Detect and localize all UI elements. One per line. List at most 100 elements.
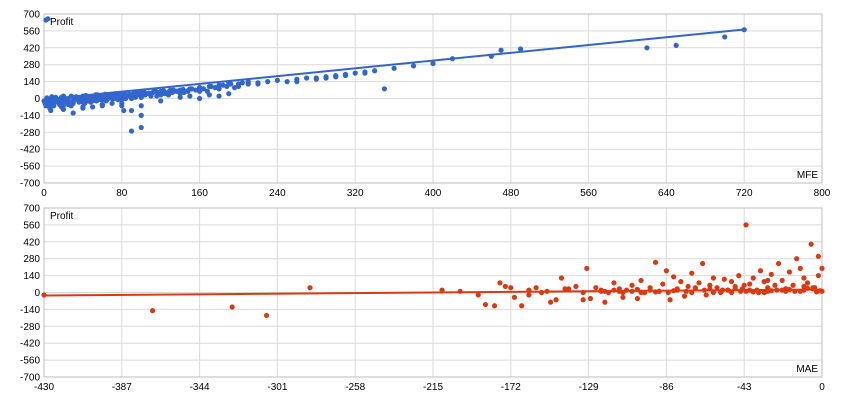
data-point	[794, 256, 800, 262]
data-point	[177, 94, 183, 100]
data-point	[638, 277, 644, 284]
data-point	[138, 112, 144, 118]
data-point	[119, 97, 125, 103]
y-tick-label: -420	[20, 145, 40, 156]
x-tick-label: -258	[345, 382, 365, 393]
data-point	[158, 98, 164, 104]
data-point	[85, 98, 91, 104]
data-point	[808, 241, 814, 247]
data-point	[151, 88, 157, 94]
data-point	[226, 91, 232, 97]
data-point	[185, 88, 191, 94]
y-tick-label: 0	[34, 94, 40, 105]
x-tick-label: 720	[736, 188, 753, 199]
data-point	[786, 269, 793, 275]
data-point	[138, 124, 144, 131]
data-point	[313, 75, 319, 81]
data-point	[707, 282, 713, 288]
data-point	[553, 297, 559, 303]
y-tick-label: -140	[20, 111, 40, 122]
data-point	[80, 99, 86, 105]
data-point	[678, 279, 684, 285]
x-tick-label: 0	[41, 188, 47, 199]
y-tick-label: -280	[20, 322, 40, 333]
data-point	[48, 107, 54, 114]
data-point	[801, 275, 807, 281]
data-point	[149, 308, 156, 314]
x-tick-label: 160	[191, 188, 208, 199]
data-point	[548, 299, 554, 305]
data-point	[710, 275, 717, 281]
data-point	[511, 294, 518, 300]
data-point	[736, 273, 742, 279]
data-point	[692, 285, 698, 291]
data-point	[584, 265, 590, 271]
data-point	[790, 282, 796, 288]
data-point	[216, 86, 222, 92]
data-point	[779, 277, 785, 284]
data-point	[519, 303, 525, 309]
x-tick-label: -344	[190, 382, 210, 393]
x-tick-label: 320	[347, 188, 364, 199]
x-tick-label: 800	[814, 188, 831, 199]
y-axis-label: Profit	[50, 211, 74, 222]
x-tick-label: -172	[501, 382, 521, 393]
data-point	[804, 280, 811, 286]
y-axis-label: Profit	[50, 17, 74, 28]
y-tick-label: -560	[20, 356, 40, 367]
y-tick-label: -560	[20, 162, 40, 173]
data-point	[815, 273, 821, 279]
data-point	[165, 89, 172, 95]
y-tick-label: 560	[23, 220, 40, 231]
data-point	[206, 92, 212, 98]
data-point	[128, 128, 135, 134]
data-point	[391, 65, 397, 71]
data-point	[580, 297, 586, 303]
data-point	[175, 88, 181, 94]
data-point	[689, 270, 695, 276]
data-point	[743, 222, 749, 228]
data-point	[508, 285, 514, 291]
y-tick-label: 280	[23, 60, 40, 71]
data-point	[99, 103, 105, 109]
data-point	[107, 92, 113, 99]
data-point	[274, 77, 280, 83]
y-tick-label: -420	[20, 339, 40, 350]
data-point	[46, 100, 52, 106]
x-tick-label: -430	[34, 382, 54, 393]
data-point	[475, 292, 481, 298]
data-point	[756, 289, 762, 296]
data-point	[815, 253, 821, 259]
data-point	[593, 285, 599, 291]
data-point	[728, 279, 735, 285]
data-point	[245, 79, 251, 85]
data-point	[128, 107, 135, 114]
data-point	[685, 283, 691, 290]
data-point	[714, 285, 720, 291]
data-point	[620, 294, 626, 300]
x-axis-label: MFE	[797, 170, 818, 181]
x-tick-label: -215	[423, 382, 443, 393]
data-point	[644, 45, 650, 51]
data-point	[284, 79, 290, 85]
data-point	[117, 92, 123, 98]
data-point	[333, 74, 339, 80]
data-point	[121, 107, 127, 114]
data-point	[797, 265, 803, 271]
trend-line	[43, 288, 823, 297]
data-point	[206, 83, 212, 90]
data-point	[533, 285, 539, 291]
data-point	[170, 87, 176, 93]
y-tick-label: -280	[20, 128, 40, 139]
data-point	[229, 304, 235, 310]
data-point	[342, 72, 349, 79]
y-tick-label: 700	[23, 204, 40, 215]
data-point	[410, 63, 417, 69]
data-point	[671, 274, 677, 280]
data-point	[768, 271, 774, 277]
data-point	[703, 292, 709, 298]
data-point	[430, 60, 436, 67]
data-point	[51, 99, 57, 105]
data-point	[741, 282, 747, 288]
